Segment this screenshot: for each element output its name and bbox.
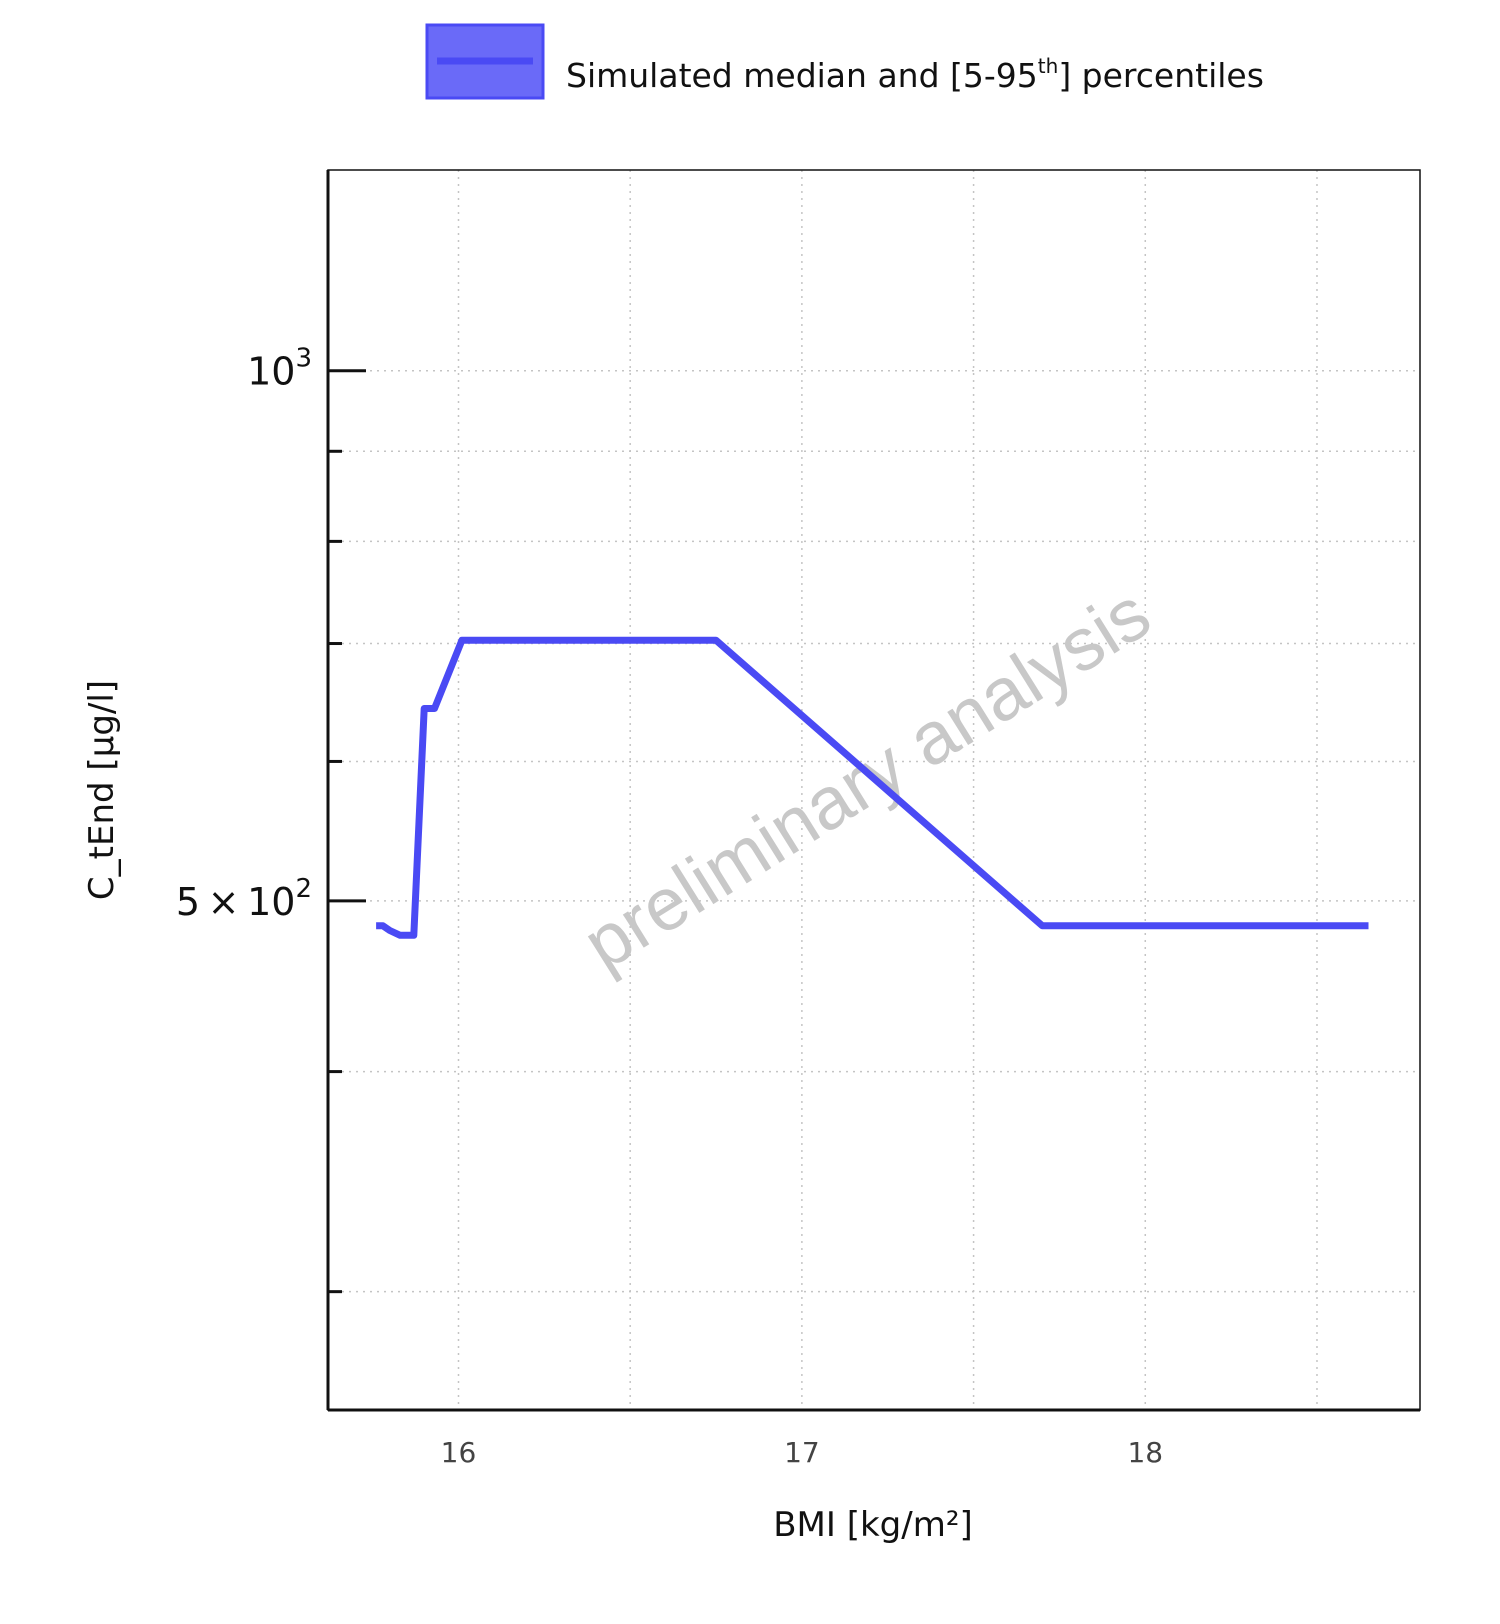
legend-label: Simulated median and [5-95th] percentile… (566, 54, 1264, 95)
y-axis-label: C_tEnd [µg/l] (82, 680, 122, 900)
grid (328, 170, 1420, 1410)
y-tick-label: 5 × 102 (176, 874, 312, 924)
x-axis-label: BMI [kg/m²] (773, 1505, 973, 1545)
x-tick-label: 16 (441, 1436, 477, 1469)
y-ticks: 5 × 102 103 (176, 344, 366, 1294)
x-tick-label: 18 (1127, 1436, 1163, 1469)
y-tick-label: 103 (247, 344, 312, 394)
series-line (376, 636, 1369, 939)
legend: Simulated median and [5-95th] percentile… (425, 23, 1264, 100)
x-tick-label: 17 (784, 1436, 820, 1469)
x-ticks: 16 17 18 (441, 1436, 1163, 1469)
series-layer (376, 636, 1369, 939)
